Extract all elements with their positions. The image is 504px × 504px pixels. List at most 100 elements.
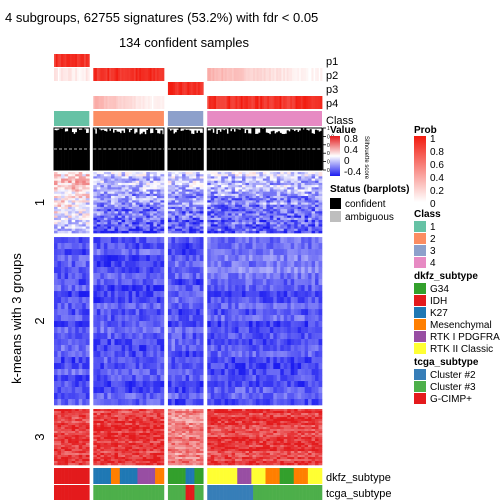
heatmap-cell bbox=[125, 206, 129, 210]
heatmap-cell bbox=[308, 185, 312, 188]
heatmap-cell bbox=[132, 217, 136, 221]
heatmap-cell bbox=[287, 204, 291, 208]
heatmap-cell bbox=[318, 202, 323, 206]
heatmap-cell bbox=[160, 387, 165, 394]
heatmap-cell bbox=[85, 189, 90, 192]
heatmap-cell bbox=[114, 228, 119, 232]
heatmap-cell bbox=[283, 369, 288, 376]
heatmap-cell bbox=[287, 255, 291, 262]
heatmap-cell bbox=[149, 357, 154, 364]
heatmap-cell bbox=[255, 180, 260, 184]
heatmap-cell bbox=[156, 345, 161, 352]
heatmap-cell bbox=[311, 243, 316, 250]
heatmap-cell bbox=[217, 202, 222, 206]
heatmap-cell bbox=[167, 381, 172, 388]
heatmap-cell bbox=[110, 309, 115, 316]
heatmap-cell bbox=[149, 200, 154, 203]
heatmap-cell bbox=[149, 224, 154, 227]
heatmap-cell bbox=[294, 303, 298, 310]
heatmap-cell bbox=[85, 213, 90, 216]
heatmap-cell bbox=[178, 193, 183, 197]
heatmap-cell bbox=[68, 447, 72, 450]
heatmap-cell bbox=[71, 228, 76, 232]
heatmap-cell bbox=[228, 303, 232, 310]
heatmap-cell bbox=[287, 195, 291, 199]
heatmap-cell bbox=[224, 228, 229, 232]
heatmap-cell bbox=[114, 206, 119, 210]
heatmap-cell bbox=[199, 182, 204, 186]
heatmap-cell bbox=[125, 427, 129, 430]
heatmap-cell bbox=[118, 176, 122, 179]
heatmap-cell bbox=[96, 215, 101, 219]
heatmap-cell bbox=[103, 453, 108, 456]
heatmap-cell bbox=[57, 222, 62, 225]
heatmap-cell bbox=[96, 279, 101, 286]
heatmap-cell bbox=[142, 215, 147, 219]
heatmap-cell bbox=[57, 211, 62, 214]
heatmap-cell bbox=[315, 321, 319, 328]
heatmap-cell bbox=[283, 285, 288, 292]
heatmap-cell bbox=[57, 224, 62, 227]
heatmap-cell bbox=[178, 393, 183, 400]
heatmap-cell bbox=[231, 351, 236, 358]
heatmap-cell bbox=[255, 303, 260, 310]
heatmap-cell bbox=[125, 228, 129, 232]
heatmap-cell bbox=[93, 243, 98, 250]
heatmap-cell bbox=[315, 345, 319, 352]
heatmap-cell bbox=[146, 198, 151, 201]
heatmap-cell bbox=[114, 437, 119, 440]
heatmap-cell bbox=[71, 429, 76, 432]
heatmap-cell bbox=[192, 333, 197, 340]
heatmap-cell bbox=[287, 333, 291, 340]
heatmap-cell bbox=[93, 435, 98, 438]
heatmap-cell bbox=[280, 204, 285, 208]
heatmap-cell bbox=[255, 213, 260, 216]
heatmap-cell bbox=[221, 393, 225, 400]
heatmap-cell bbox=[308, 273, 312, 280]
heatmap-cell bbox=[210, 178, 215, 182]
heatmap-cell bbox=[107, 427, 112, 430]
heatmap-cell bbox=[78, 393, 83, 400]
heatmap-cell bbox=[85, 180, 90, 184]
heatmap-cell bbox=[110, 217, 115, 221]
heatmap-cell bbox=[85, 439, 90, 442]
heatmap-cell bbox=[57, 327, 62, 334]
heatmap-cell bbox=[61, 457, 65, 460]
heatmap-cell bbox=[207, 224, 212, 227]
heatmap-cell bbox=[214, 249, 218, 256]
heatmap-cell bbox=[160, 423, 165, 426]
heatmap-cell bbox=[125, 399, 129, 406]
heatmap-cell bbox=[110, 211, 115, 214]
heatmap-cell bbox=[171, 172, 176, 175]
heatmap-cell bbox=[78, 433, 83, 436]
heatmap-cell bbox=[85, 393, 90, 400]
heatmap-cell bbox=[287, 321, 291, 328]
heatmap-cell bbox=[252, 303, 257, 310]
heatmap-cell bbox=[269, 267, 274, 274]
heatmap-cell bbox=[290, 185, 295, 188]
heatmap-cell bbox=[189, 279, 193, 286]
heatmap-cell bbox=[297, 273, 302, 280]
heatmap-cell bbox=[287, 189, 291, 192]
heatmap-cell bbox=[139, 206, 144, 210]
heatmap-cell bbox=[142, 443, 147, 446]
heatmap-cell bbox=[185, 230, 190, 234]
heatmap-cell bbox=[107, 185, 112, 188]
heatmap-cell bbox=[68, 429, 72, 432]
heatmap-cell bbox=[290, 291, 295, 298]
heatmap-cell bbox=[107, 421, 112, 424]
heatmap-cell bbox=[252, 261, 257, 268]
heatmap-cell bbox=[118, 429, 122, 432]
heatmap-cell bbox=[153, 381, 158, 388]
heatmap-cell bbox=[153, 423, 158, 426]
heatmap-cell bbox=[252, 213, 257, 216]
heatmap-cell bbox=[107, 222, 112, 225]
heatmap-cell bbox=[276, 226, 281, 230]
heatmap-cell bbox=[57, 303, 62, 310]
heatmap-cell bbox=[174, 215, 179, 219]
heatmap-cell bbox=[290, 261, 295, 268]
heatmap-cell bbox=[156, 411, 161, 414]
heatmap-cell bbox=[142, 309, 147, 316]
heatmap-cell bbox=[294, 315, 298, 322]
heatmap-cell bbox=[269, 327, 274, 334]
